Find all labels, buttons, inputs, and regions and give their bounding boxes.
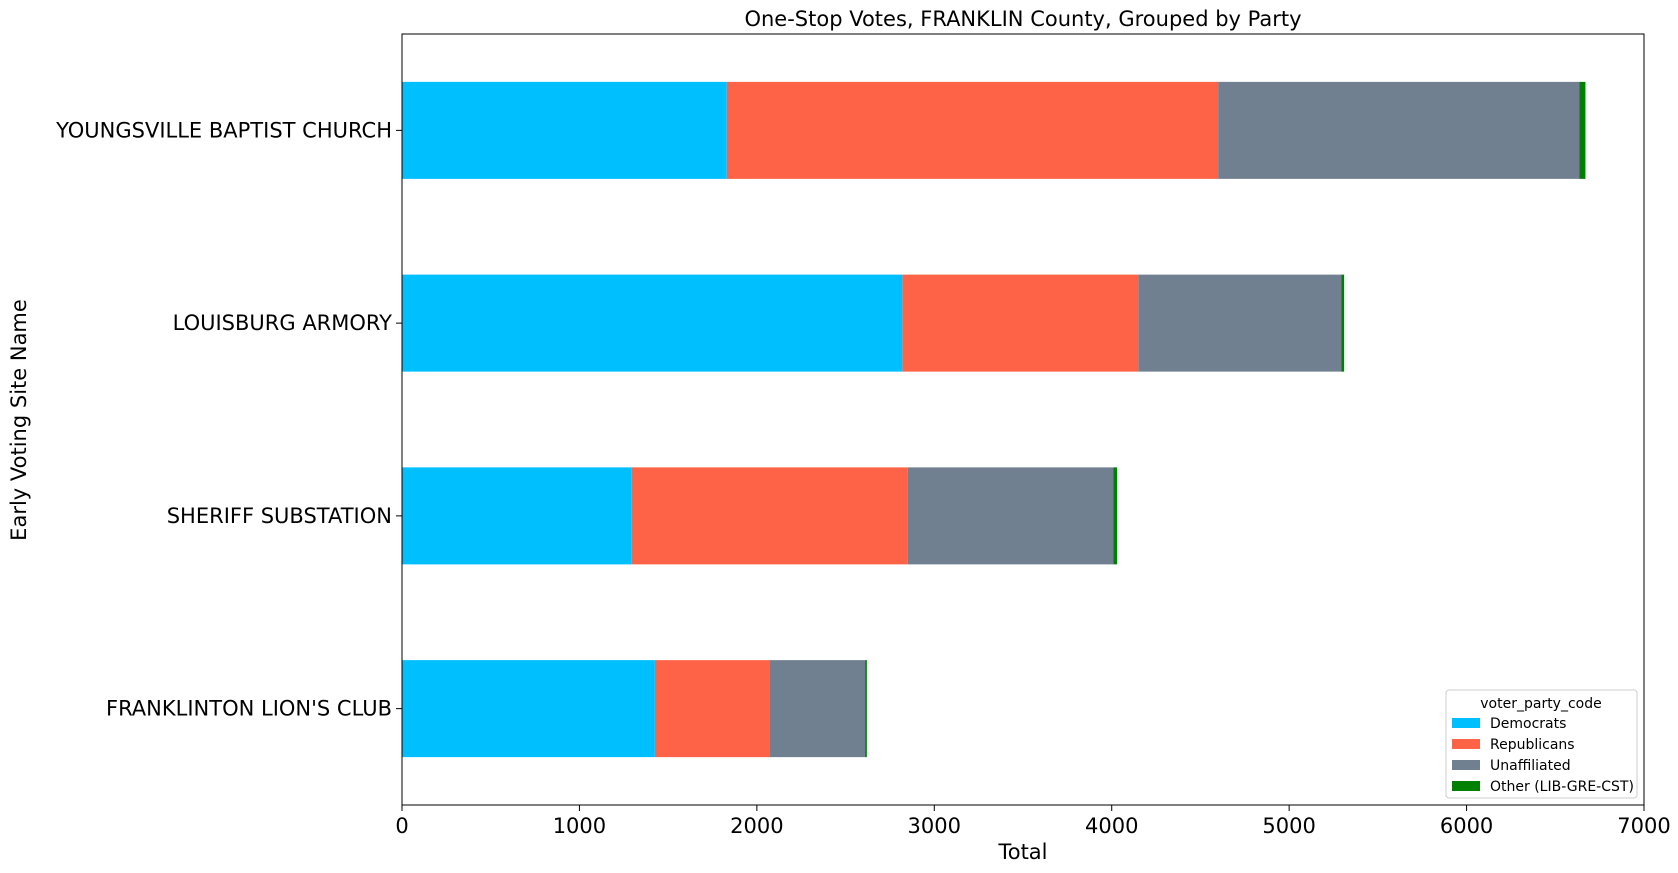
bar-segment [1341,274,1345,372]
legend-label: Other (LIB-GRE-CST) [1490,779,1634,795]
y-tick-label: YOUNGSVILLE BAPTIST CHURCH [55,118,392,142]
x-tick-label: 5000 [1262,814,1315,838]
x-tick-label: 0 [395,814,408,838]
legend-swatch [1452,760,1480,770]
x-tick-label: 7000 [1617,814,1670,838]
legend-entries: Democrats Republicans Unaffiliated Other (L… [1452,716,1634,795]
legend-swatch [1452,739,1480,749]
legend-label: Democrats [1490,716,1566,732]
x-axis: 0 1000 2000 3000 4000 5000 6000 7000 [395,805,1671,838]
x-tick-label: 2000 [730,814,783,838]
x-tick-label: 1000 [553,814,606,838]
bar-segment [402,467,632,565]
plot-area-frame [401,33,1645,806]
bar-segment [865,660,867,758]
x-tick-label: 3000 [908,814,961,838]
bar-segment [402,274,903,372]
x-tick-label: 6000 [1440,814,1493,838]
bar-segment [1579,81,1586,179]
legend-swatch [1452,718,1480,728]
x-axis-label: Total [997,840,1047,864]
bar-segment [631,467,908,565]
bar-segment [907,467,1114,565]
bar-segment [769,660,866,758]
legend-box [1445,689,1638,799]
legend-label: Unaffiliated [1490,758,1571,774]
y-axis-label: Early Voting Site Name [7,299,31,541]
legend: voter_party_code Democrats Republicans Una… [1445,689,1638,799]
y-tick-label: SHERIFF SUBSTATION [167,504,392,528]
bar-segment [726,81,1219,179]
x-tick-label: 4000 [1085,814,1138,838]
chart-title: One-Stop Votes, FRANKLIN County, Grouped… [744,7,1301,31]
y-axis: YOUNGSVILLE BAPTIST CHURCH LOUISBURG ARMO… [55,118,402,721]
y-tick-label: FRANKLINTON LION'S CLUB [106,697,392,721]
bar-segment [1113,467,1118,565]
bar-segment [1138,274,1342,372]
legend-title: voter_party_code [1480,696,1601,712]
legend-swatch [1452,781,1480,791]
bar-segment [902,274,1139,372]
bar-segment [1218,81,1580,179]
legend-label: Republicans [1490,737,1575,753]
bar-segment [654,660,770,758]
y-tick-label: LOUISBURG ARMORY [173,311,393,335]
bar-segment [402,660,655,758]
bars-layer [402,81,1586,758]
bar-segment [402,81,727,179]
